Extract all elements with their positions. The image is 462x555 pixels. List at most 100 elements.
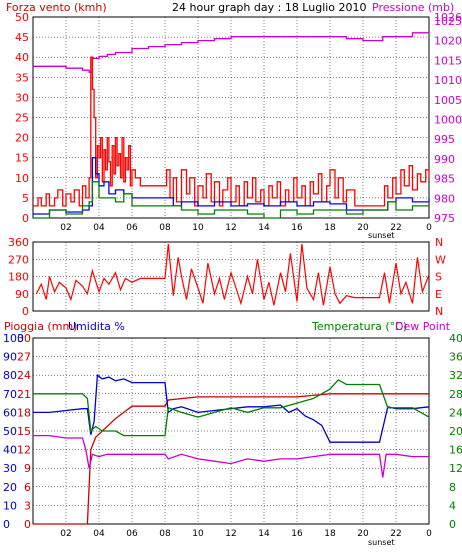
wind-y-tick-50: 50: [15, 11, 29, 24]
wind-x-tick-14: 14: [258, 223, 270, 233]
rain-y-tick-6: 6: [24, 481, 31, 494]
temp-x-tick-10: 10: [192, 529, 204, 539]
temp-y-tick-0: 0: [449, 518, 456, 531]
wind-x-tick-16: 16: [291, 223, 303, 233]
temp-x-tick-04: 04: [93, 529, 105, 539]
temp-x-tick-22: 22: [390, 529, 401, 539]
dir-compass-3: W: [435, 253, 446, 266]
humidity-y-tick-70: 70: [3, 388, 17, 401]
wind-x-tick-06: 06: [126, 223, 138, 233]
wind-x-tick-12: 12: [225, 223, 236, 233]
rain-label: Pioggia (mm): [4, 320, 77, 333]
temp-y-tick-24: 24: [449, 406, 462, 419]
rain-y-tick-21: 21: [17, 388, 31, 401]
temp-x-tick-12: 12: [225, 529, 236, 539]
humidity-y-tick-40: 40: [3, 444, 17, 457]
pressure-y-tick-1000: 1000: [434, 113, 462, 126]
pressure-y-tick-990: 990: [434, 153, 455, 166]
dir-y-tick-90: 90: [15, 288, 29, 301]
pressure-y-tick-1015: 1015: [434, 54, 462, 67]
rain-y-tick-3: 3: [24, 499, 31, 512]
wind-y-tick-5: 5: [22, 192, 29, 205]
humidity-y-tick-50: 50: [3, 425, 17, 438]
temp-y-tick-12: 12: [449, 462, 462, 475]
rain-y-tick-15: 15: [17, 425, 31, 438]
humidity-y-tick-100: 100: [3, 332, 24, 345]
temp-x-tick-08: 08: [159, 529, 171, 539]
temp-y-tick-40: 40: [449, 332, 462, 345]
temp-y-tick-4: 4: [449, 499, 456, 512]
temp-x-tick-14: 14: [258, 529, 270, 539]
series-umidita-: [33, 373, 430, 443]
pressure-y-tick-1025: 1025: [434, 15, 462, 28]
dir-compass-2: S: [435, 271, 442, 284]
pressure-y-ticks: 975 980 985 990 995 1000 1005 1010 1015 1020 10251…: [434, 11, 462, 225]
wind-y-ticks: 0 5 10 15 20 25 30 35 40 45 50: [15, 11, 29, 225]
temp-x-tick-06: 06: [126, 529, 138, 539]
temp-x-tick-0: 0: [426, 529, 432, 539]
dir-y-tick-270: 270: [8, 253, 29, 266]
pressure-title: Pressione (mb): [372, 1, 454, 14]
dir-compass-1: E: [435, 288, 442, 301]
main-title: 24 hour graph day : 18 Luglio 2010: [172, 1, 367, 14]
pressure-y-tick-985: 985: [434, 173, 455, 186]
humidity-y-tick-90: 90: [3, 351, 17, 364]
rain-y-tick-27: 27: [17, 351, 31, 364]
temp-y-tick-20: 20: [449, 425, 462, 438]
pressure-y-tick-1020: 1020: [434, 35, 462, 48]
rain-y-tick-18: 18: [17, 406, 31, 419]
wind-x-tick-02: 02: [60, 223, 71, 233]
series-wind-speed: [33, 181, 429, 219]
pressure-y-tick-1010: 1010: [434, 74, 462, 87]
temp-y-tick-28: 28: [449, 388, 462, 401]
series-pioggia-mm-: [33, 393, 429, 525]
dir-compass-4: N: [435, 236, 443, 249]
series-temperatura-c-: [33, 379, 430, 437]
dir-compass-0: N: [435, 305, 443, 318]
temp-y-tick-32: 32: [449, 369, 462, 382]
dir-y-tick-0: 0: [22, 305, 29, 318]
temp-x-tick-18: 18: [324, 529, 336, 539]
wind-title: Forza vento (kmh): [6, 1, 107, 14]
wind-y-tick-40: 40: [15, 51, 29, 64]
temp-x-ticks: 02 04 06 08 10 12 14 16 18 20 22 0: [60, 529, 432, 539]
wind-x-tick-18: 18: [324, 223, 336, 233]
temp-x-tick-16: 16: [291, 529, 303, 539]
wind-y-tick-45: 45: [15, 31, 29, 44]
pressure-y-tick-980: 980: [434, 192, 455, 205]
humidity-y-tick-60: 60: [3, 406, 17, 419]
wind-x-tick-0: 0: [426, 223, 432, 233]
direction-grid: [33, 241, 430, 312]
rain-y-tick-9: 9: [24, 462, 31, 475]
wind-y-tick-35: 35: [15, 71, 29, 84]
direction-series: [35, 243, 430, 306]
series-direction: [35, 243, 430, 306]
humidity-y-tick-30: 30: [3, 462, 17, 475]
dew-point-label: Dew Point: [395, 320, 451, 333]
wind-y-tick-15: 15: [15, 152, 29, 165]
pressure-y-tick-1005: 1005: [434, 94, 462, 107]
humidity-y-tick-20: 20: [3, 481, 17, 494]
wind-x-tick-22: 22: [390, 223, 401, 233]
humidity-y-tick-80: 80: [3, 369, 17, 382]
temp-x-tick-02: 02: [60, 529, 71, 539]
temperature-label: Temperatura (°C): [311, 320, 407, 333]
humidity-y-ticks: 0 10 20 30 40 50 60 70 80 90 100: [3, 332, 24, 531]
temp-y-tick-36: 36: [449, 351, 462, 364]
pressure-y-tick-1026: 1026: [434, 11, 462, 24]
rain-y-tick-0: 0: [24, 518, 31, 531]
temp-y-tick-16: 16: [449, 444, 462, 457]
temp-y-tick-8: 8: [449, 481, 456, 494]
series-dew-point: [33, 434, 429, 478]
wind-x-tick-10: 10: [192, 223, 204, 233]
rain-y-tick-24: 24: [17, 369, 31, 382]
rain-y-ticks: 0 3 6 9 12 15 18 21 24 27 30: [17, 332, 31, 531]
humidity-label: Umidita %: [68, 320, 125, 333]
wind-series: [33, 32, 430, 219]
dir-y-tick-360: 360: [8, 236, 29, 249]
wind-x-tick-08: 08: [159, 223, 171, 233]
wind-y-tick-25: 25: [15, 112, 29, 125]
pressure-y-tick-995: 995: [434, 133, 455, 146]
